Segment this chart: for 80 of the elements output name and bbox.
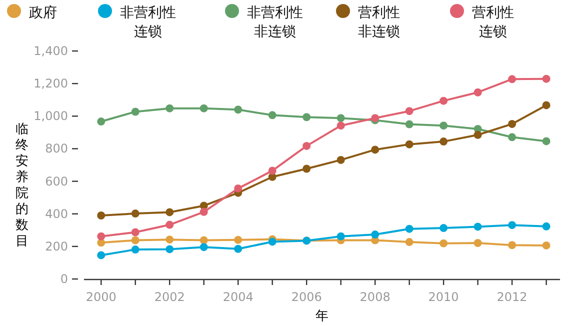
point [405,140,414,148]
point [474,88,482,96]
point [405,107,414,116]
legend-label: 营利性连锁 [472,5,514,40]
point [542,241,550,250]
point [508,75,516,84]
point [474,239,482,248]
x-tick-label: 2010 [428,290,459,304]
point [234,236,242,244]
point [268,166,276,175]
point [440,138,448,146]
point [131,246,140,254]
point [97,251,106,260]
point [508,241,516,250]
point [131,236,140,244]
point [371,230,380,239]
y-tick-label: 1,000 [34,109,68,124]
point [336,114,345,122]
point [166,220,174,229]
legend-label: 非营利性非连锁 [247,5,303,40]
point [336,122,345,130]
point [474,222,482,231]
x-tick-label: 2012 [496,290,528,304]
y-tick-label: 800 [45,142,68,156]
point [234,106,242,114]
point [234,184,242,192]
point [200,243,208,252]
x-tick-label: 2000 [86,290,116,304]
point [405,120,414,128]
y-tick-label: 0 [60,272,68,286]
point [200,208,208,216]
point [166,208,174,216]
point [166,245,174,254]
point [542,137,550,146]
point [508,120,516,128]
point [508,133,516,142]
point [474,130,482,139]
point [268,111,276,120]
point [268,238,276,246]
y-tick-label: 1,400 [34,44,68,58]
point [166,236,174,244]
point [166,104,174,112]
legend-label: 政府 [29,5,57,21]
point [97,118,106,126]
point [440,122,448,130]
point [440,239,448,248]
point [200,104,208,112]
point [440,96,448,105]
legend-label: 营利性非连锁 [358,5,400,40]
point [405,224,414,233]
x-tick-label: 2002 [154,290,185,304]
point [200,236,208,244]
point [302,142,311,150]
point [234,244,242,253]
point [405,238,414,246]
point [371,146,380,154]
x-tick-label: 2008 [360,290,390,304]
y-axis-title: 临终安养院的数目 [16,122,28,249]
point [336,156,345,164]
legend-label: 非营利性连锁 [120,5,176,40]
point [440,224,448,232]
y-tick-label: 400 [45,206,68,221]
point [302,164,311,173]
y-tick-label: 200 [45,239,68,254]
point [131,108,140,116]
point [302,113,311,122]
point [97,232,106,240]
point [336,232,345,240]
point [97,211,106,220]
x-tick-label: 2006 [291,290,322,304]
x-axis-title: 年 [316,309,328,324]
y-tick-label: 1,200 [34,76,68,91]
point [131,210,140,218]
point [508,221,516,230]
x-tick-label: 2004 [222,290,254,304]
point [131,228,140,236]
point [542,222,550,230]
point [542,101,550,110]
point [542,74,550,83]
y-tick-label: 600 [45,174,68,188]
